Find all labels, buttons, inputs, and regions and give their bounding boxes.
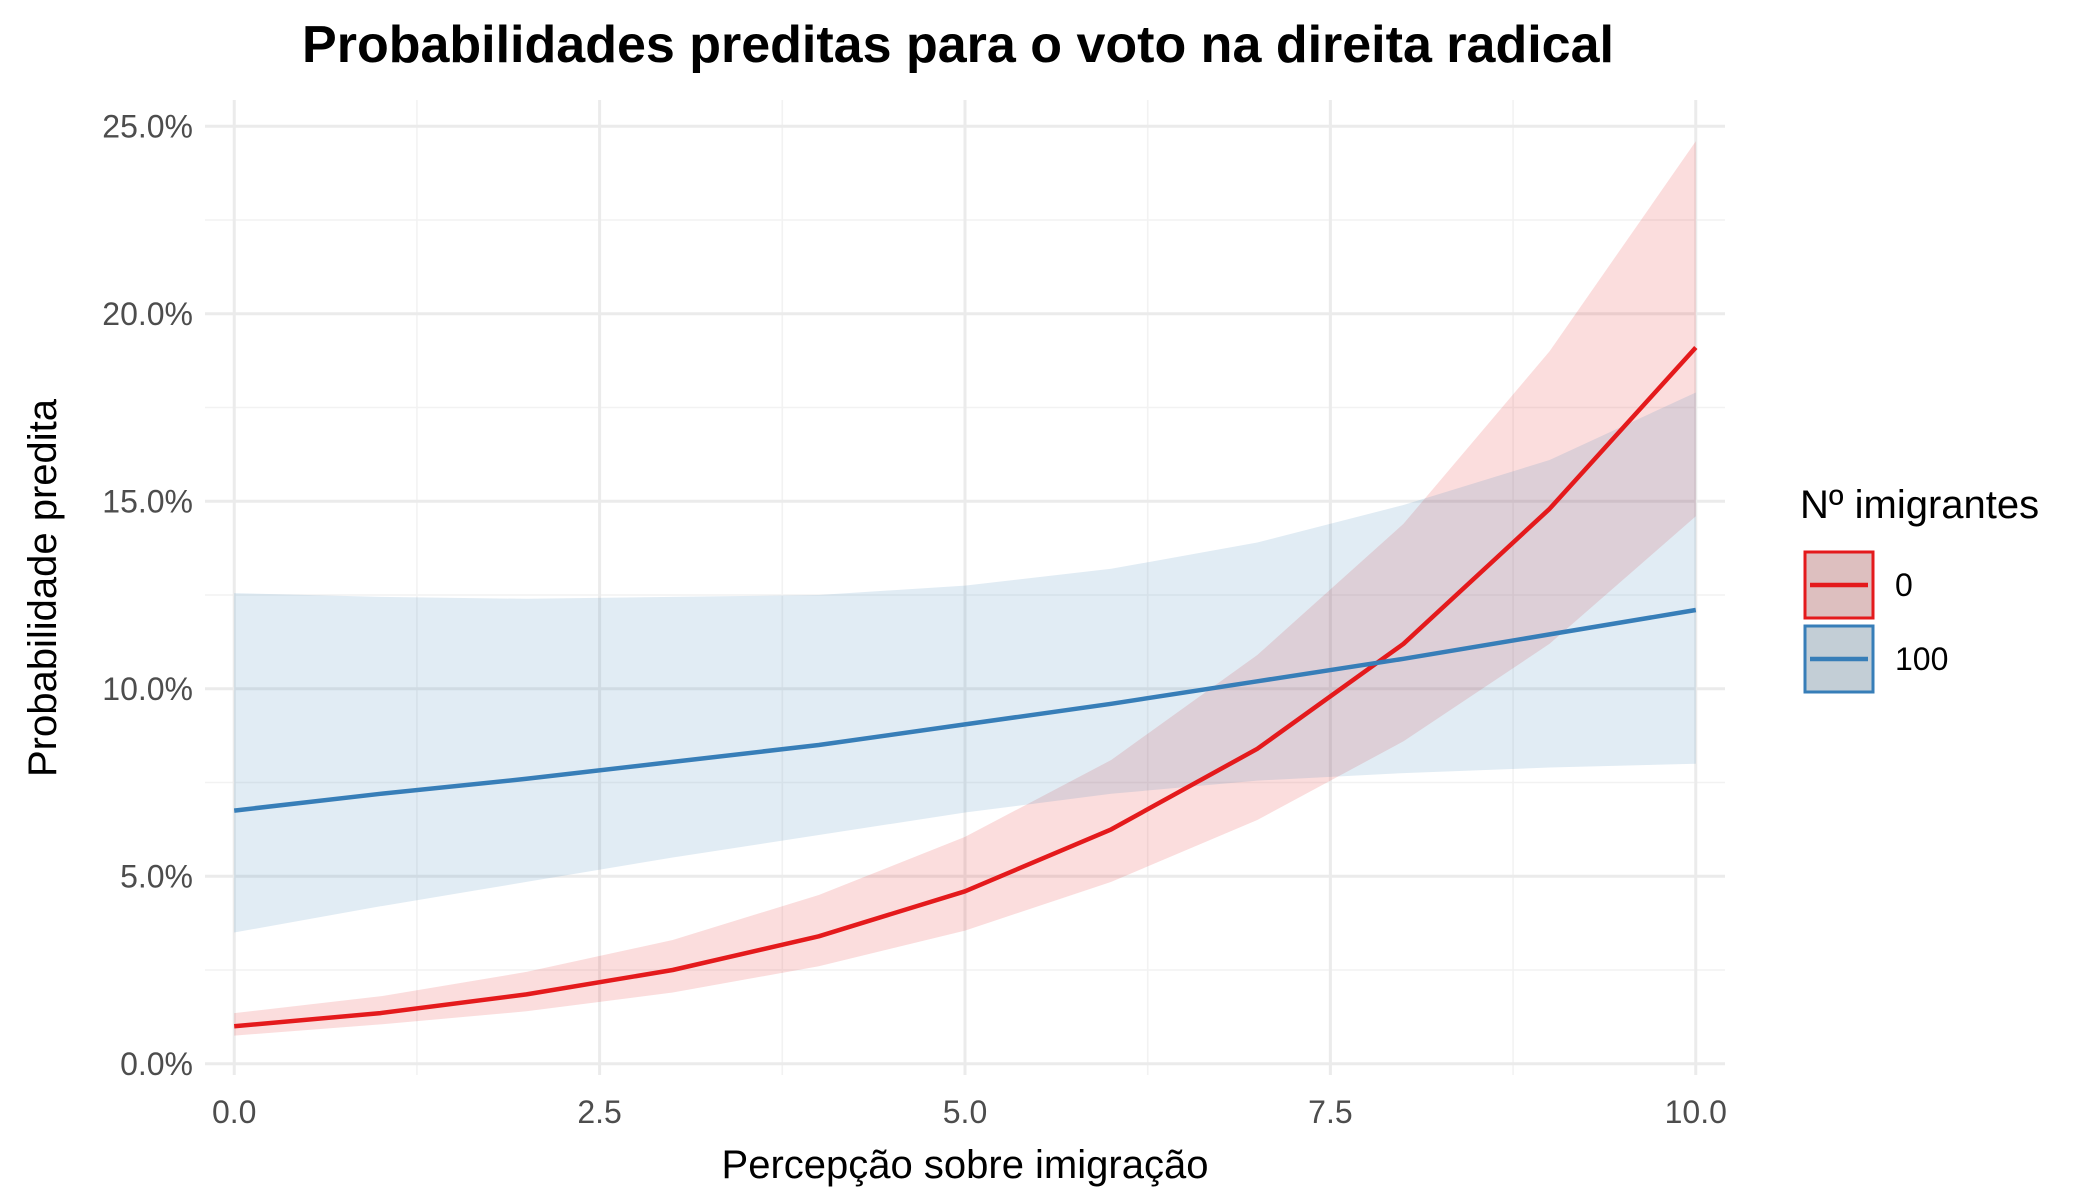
y-tick-label: 5.0% [120, 858, 193, 894]
ribbon-100 [234, 392, 1696, 933]
y-tick-label: 0.0% [120, 1046, 193, 1082]
legend-items: 0 100 [1803, 550, 1948, 694]
x-tick-label: 10.0 [1665, 1094, 1727, 1130]
legend: Nº imigrantes 0 100 [1800, 483, 2039, 694]
y-tick-label: 25.0% [102, 108, 193, 144]
y-tick-label: 15.0% [102, 483, 193, 519]
grid [205, 100, 1725, 1075]
x-axis-ticks: 0.0 2.5 5.0 7.5 10.0 [212, 1094, 1727, 1130]
series-lines [233, 345, 1698, 1029]
confidence-ribbons [234, 141, 1696, 1036]
x-axis-title: Percepção sobre imigração [722, 1143, 1209, 1187]
ribbon-0 [234, 141, 1696, 1036]
series-line-0 [233, 345, 1698, 1029]
x-tick-label: 5.0 [943, 1094, 987, 1130]
x-tick-label: 2.5 [577, 1094, 621, 1130]
series-line-100 [233, 607, 1697, 813]
y-axis-title: Probabilidade predita [21, 398, 65, 777]
x-tick-label: 7.5 [1308, 1094, 1352, 1130]
legend-title: Nº imigrantes [1800, 483, 2039, 527]
y-tick-label: 10.0% [102, 671, 193, 707]
y-tick-label: 20.0% [102, 296, 193, 332]
y-axis-ticks: 0.0% 5.0% 10.0% 15.0% 20.0% 25.0% [102, 108, 193, 1082]
legend-label-0: 0 [1895, 567, 1913, 603]
legend-label-100: 100 [1895, 641, 1948, 677]
x-tick-label: 0.0 [212, 1094, 256, 1130]
chart-title: Probabilidades preditas para o voto na d… [302, 16, 1614, 74]
